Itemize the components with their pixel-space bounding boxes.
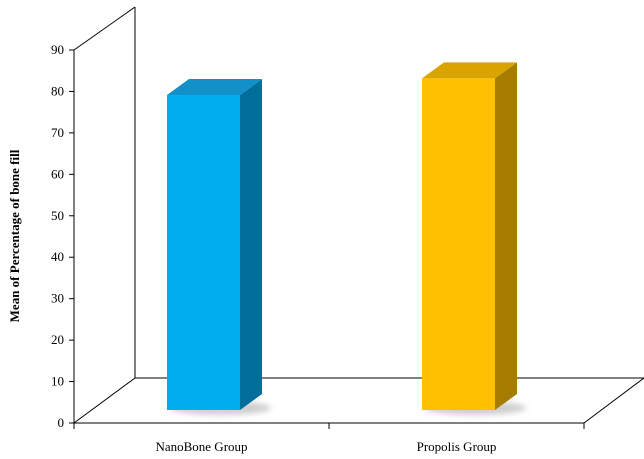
y-tick-label: 80 (51, 83, 64, 98)
floor-right-depth-edge (583, 377, 644, 424)
y-tick-label: 30 (51, 291, 64, 306)
bar-side-face (495, 62, 517, 410)
top-left-depth-edge (73, 6, 136, 51)
bar-side-face (240, 79, 262, 410)
bar-1 (167, 79, 271, 415)
x-axis-ticks (73, 423, 585, 429)
y-tick-label: 50 (51, 208, 64, 223)
bar-front-face (422, 78, 495, 410)
y-tick-label: 70 (51, 125, 64, 140)
y-tick-label: 20 (51, 332, 64, 347)
x-category-label: NanoBone Group (155, 439, 247, 454)
y-tick-label: 90 (51, 42, 64, 57)
y-tick-label: 40 (51, 249, 64, 264)
y-axis-ticks: 0 10 20 30 40 50 60 70 80 90 (51, 42, 74, 430)
bar-front-face (167, 95, 240, 410)
bar-top-face (167, 79, 262, 96)
bars-group (167, 62, 526, 415)
y-axis-label: Mean of Percentage of bone fill (7, 149, 22, 322)
y-tick-label: 60 (51, 166, 64, 181)
x-category-label: Propolis Group (417, 439, 497, 454)
chart-frame (73, 6, 644, 424)
bar-2 (422, 62, 526, 415)
category-labels: NanoBone Group Propolis Group (155, 439, 496, 454)
y-tick-label: 10 (51, 374, 64, 389)
bar-top-face (422, 62, 517, 79)
y-tick-label: 0 (58, 415, 65, 430)
floor-left-depth-edge (73, 377, 136, 424)
